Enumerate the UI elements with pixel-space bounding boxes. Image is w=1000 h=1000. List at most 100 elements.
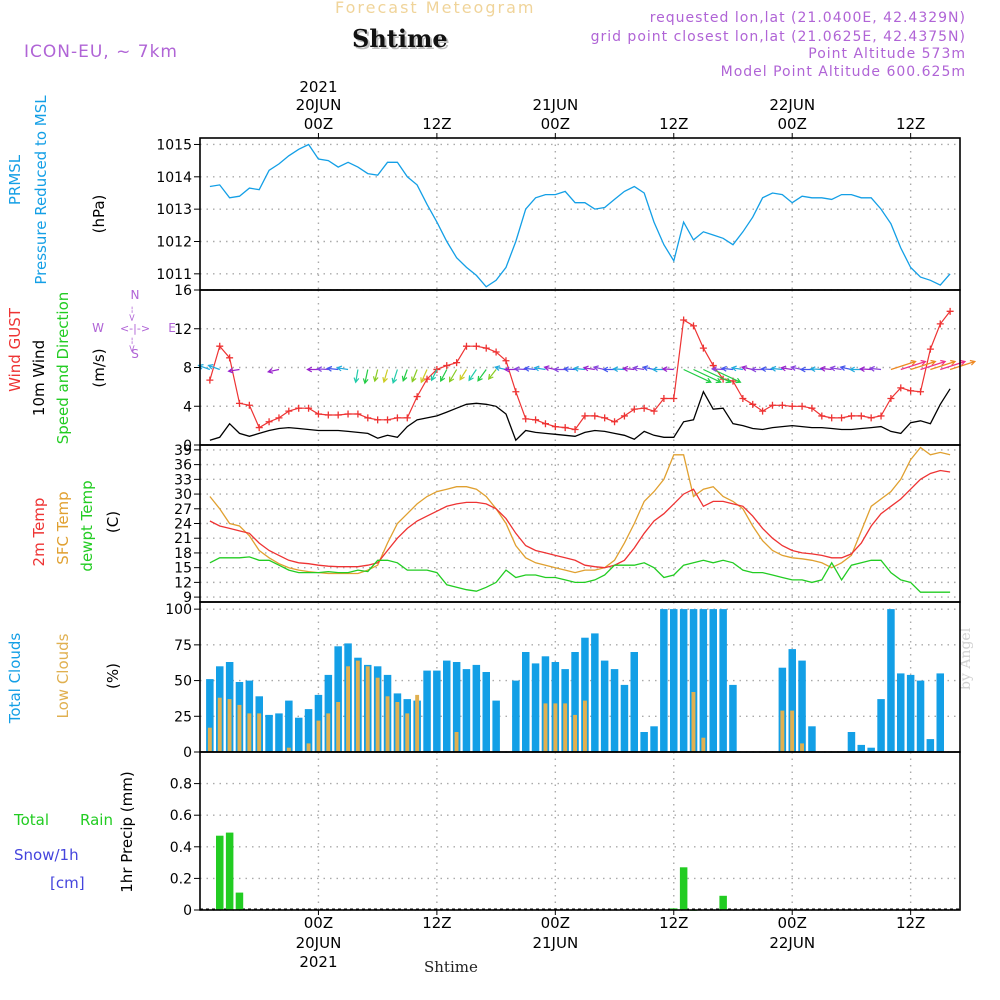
wind-direction-arrow (819, 365, 832, 372)
wind-direction-arrow (920, 359, 947, 371)
total-cloud-bar (867, 747, 875, 752)
rain-bar (216, 835, 224, 910)
date-label: 22JUN (769, 934, 815, 952)
time-tick-label: 12Z (659, 115, 688, 133)
low-cloud-bar (237, 704, 242, 752)
total-cloud-bar (936, 673, 944, 752)
wind-direction-arrow (910, 359, 937, 371)
clouds-label-total: Total Clouds (6, 633, 24, 725)
wind-gust-line (209, 310, 951, 431)
low-cloud-bar (286, 747, 291, 752)
compass-ns-arrow: <-- (127, 306, 138, 322)
gust-marker (818, 412, 826, 420)
time-tick-label: 12Z (422, 914, 451, 932)
total-cloud-bar (275, 713, 283, 752)
pressure-label-msl: Pressure Reduced to MSL (32, 95, 50, 285)
gust-marker (541, 420, 549, 428)
low-cloud-bar (207, 727, 212, 752)
total-cloud-bar (808, 726, 816, 752)
total-cloud-bar (591, 633, 599, 752)
time-tick-label: 00Z (304, 115, 333, 133)
time-tick-label: 12Z (896, 914, 925, 932)
wind-direction-arrow (543, 365, 556, 371)
wind-direction-arrow (622, 365, 635, 372)
gust-marker (295, 404, 303, 412)
sfc-temp-line (209, 446, 951, 575)
gust-marker (749, 400, 757, 408)
total-cloud-bar (265, 714, 273, 752)
wind-direction-arrow (829, 365, 842, 372)
low-cloud-bar (780, 710, 785, 752)
footer-location: Shtime (424, 958, 478, 976)
wind-direction-arrow (930, 359, 957, 371)
wind-direction-arrow (683, 368, 712, 384)
precip-label-total: Total (13, 811, 49, 829)
clouds-tick-label: 25 (174, 709, 192, 725)
gust-marker (788, 402, 796, 410)
wind-direction-arrow (592, 365, 605, 371)
gust-marker (759, 407, 767, 415)
temperature-tick-label: 36 (174, 458, 192, 474)
wind-direction-arrow (693, 368, 722, 384)
model-label: ICON-EU, ~ 7km (24, 42, 178, 62)
gust-marker (453, 359, 461, 367)
total-cloud-bar (285, 700, 293, 752)
gust-marker (216, 342, 224, 350)
total-cloud-bar (670, 609, 678, 752)
year-label: 2021 (299, 78, 337, 96)
wind-direction-arrow (248, 368, 259, 373)
total-cloud-bar (571, 652, 579, 752)
gust-marker (275, 414, 283, 422)
gust-marker (443, 362, 451, 370)
temperature-tick-label: 33 (174, 472, 192, 488)
gust-marker (926, 345, 934, 353)
total-cloud-bar (847, 732, 856, 752)
total-cloud-bar (857, 744, 865, 752)
wind-label-10m: 10m Wind (30, 340, 48, 416)
total-cloud-bar (660, 609, 668, 752)
wind-direction-arrow (730, 365, 743, 372)
wind-direction-arrow (780, 365, 793, 372)
gust-marker (561, 424, 569, 432)
panel-frame-precip (199, 751, 961, 911)
gust-marker (581, 412, 589, 420)
total-cloud-bar (423, 670, 431, 752)
dewpt-line (209, 556, 951, 593)
total-cloud-bar (452, 662, 461, 752)
wind-direction-arrow (278, 368, 289, 373)
wind-direction-arrow (740, 365, 753, 371)
gust-marker (334, 411, 342, 419)
total-cloud-bar (709, 609, 717, 752)
total-cloud-bar (472, 664, 481, 752)
gust-marker (630, 405, 638, 413)
total-cloud-bar (581, 637, 589, 752)
gust-marker (640, 404, 648, 412)
low-cloud-bar (395, 702, 400, 752)
time-tick-label: 12Z (659, 914, 688, 932)
chart-title: Forecast Meteogram (335, 0, 536, 17)
gust-marker (245, 401, 253, 409)
total-cloud-bar (630, 652, 638, 752)
date-label: 20JUN (296, 96, 342, 114)
compass-ns-arrow: <-- (127, 337, 138, 353)
gust-marker (532, 416, 540, 424)
total-cloud-bar (906, 674, 915, 752)
gust-marker (699, 344, 707, 352)
gust-marker (551, 423, 559, 431)
low-cloud-bar (385, 696, 390, 752)
compass-n: N (131, 288, 140, 302)
gust-marker (206, 376, 214, 384)
total-cloud-bar (206, 679, 214, 752)
wind-tick-label: 16 (174, 283, 192, 299)
gust-marker (413, 393, 421, 401)
temperature-tick-label: 39 (174, 443, 192, 459)
gust-marker (660, 395, 668, 402)
location-title: Shtime (352, 24, 448, 53)
pressure-tick-label: 1012 (156, 234, 192, 250)
gust-marker (384, 416, 392, 424)
wind-direction-arrow (523, 365, 536, 372)
wind-direction-arrow (562, 366, 576, 373)
wind-direction-arrow (582, 365, 595, 372)
wind-direction-arrow (316, 366, 329, 373)
time-tick-label: 00Z (541, 914, 570, 932)
